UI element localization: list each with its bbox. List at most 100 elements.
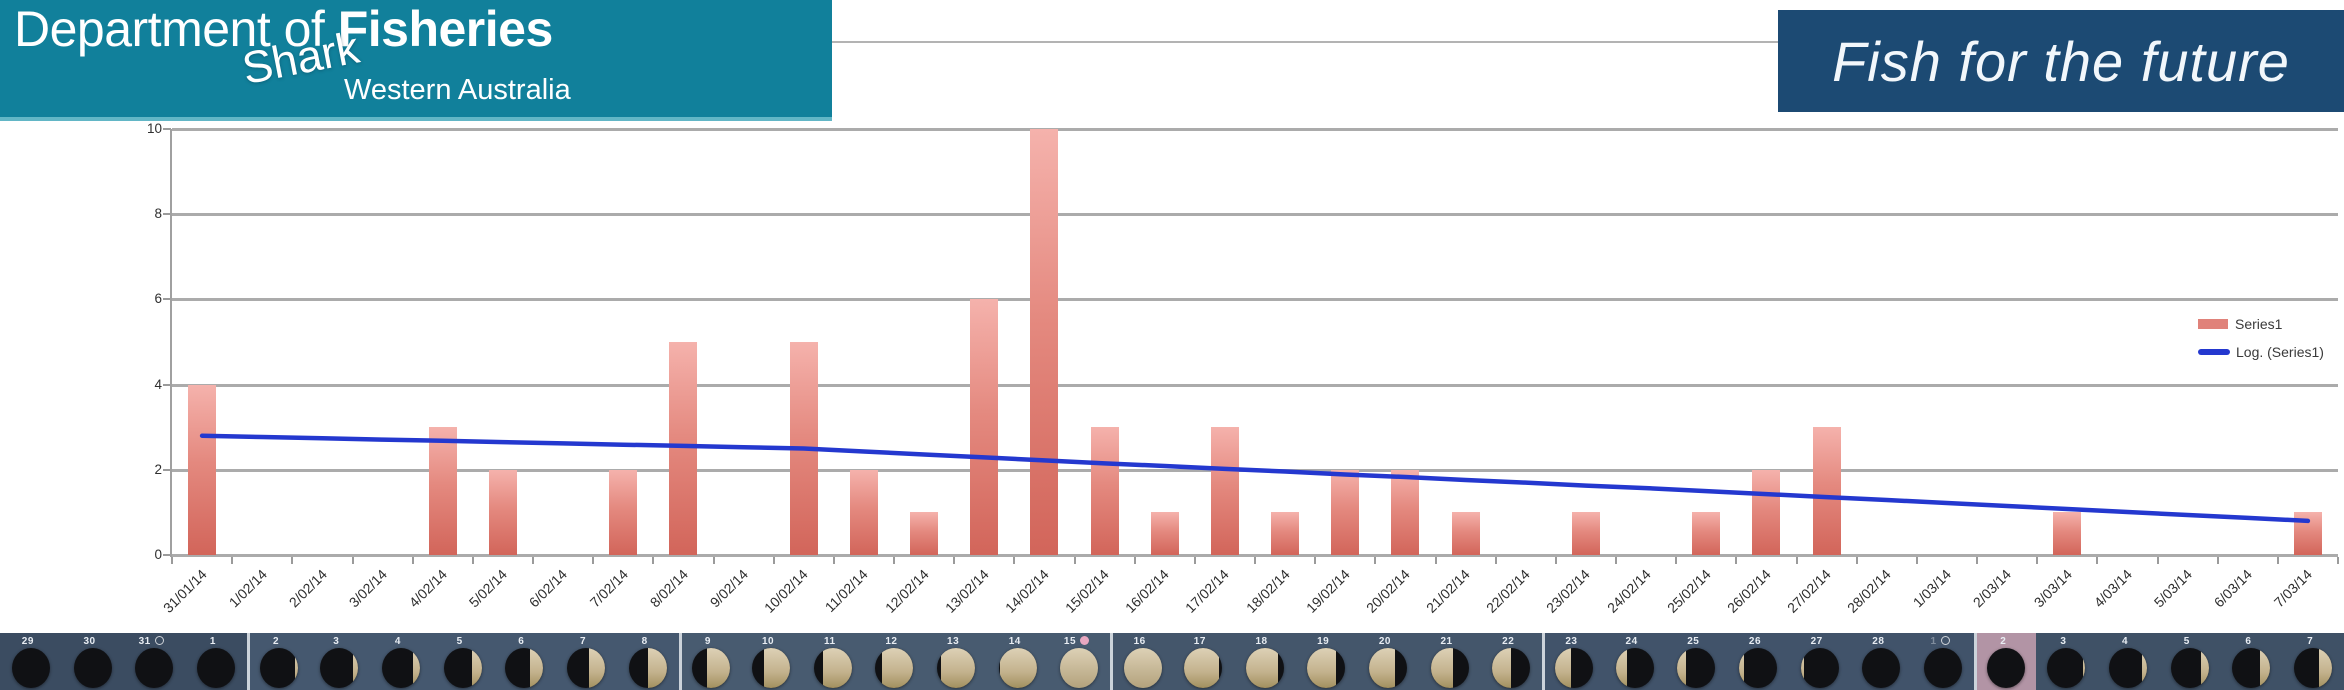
moon-day-label: 4 xyxy=(394,636,401,647)
moon-phase-icon xyxy=(2232,648,2271,688)
moon-panel: 21 xyxy=(1418,633,1481,690)
moon-day-label: 2 xyxy=(273,636,280,647)
moon-phase-icon xyxy=(1307,648,1346,688)
moon-phase-icon xyxy=(1183,648,1222,688)
x-axis-label: 11/02/14 xyxy=(822,566,872,616)
bar-series1 xyxy=(1150,512,1179,555)
moon-panel: 1 xyxy=(1912,633,1974,690)
moon-phase-icon xyxy=(752,648,791,688)
moon-panel: 2 xyxy=(1973,633,2036,690)
bar-series1 xyxy=(1692,512,1721,555)
moon-day-label: 18 xyxy=(1255,636,1268,647)
moon-day-label: 5 xyxy=(456,636,463,647)
moon-day-label: 5 xyxy=(2183,636,2190,647)
moon-phase-icon xyxy=(691,648,730,688)
moon-phase-icon xyxy=(1738,648,1777,688)
x-axis-label: 2/03/14 xyxy=(1970,566,2015,611)
department-title-regular: Department of xyxy=(14,1,338,57)
x-axis-label: 6/02/14 xyxy=(526,566,571,611)
moon-panel: 31 xyxy=(123,633,186,690)
x-axis-label: 14/02/14 xyxy=(1001,566,1052,616)
bar-series1 xyxy=(789,342,818,555)
x-axis-label: 21/02/14 xyxy=(1423,566,1473,616)
x-axis-label: 26/02/14 xyxy=(1723,566,1774,616)
x-axis-label: 15/02/14 xyxy=(1062,566,1112,616)
x-axis-tick xyxy=(2036,557,2039,564)
moon-phase-icon xyxy=(381,648,420,688)
moon-day-label: 31 xyxy=(123,636,179,647)
moon-panel: 9 xyxy=(678,633,741,690)
new-moon-marker-icon xyxy=(1940,636,1950,645)
x-axis-label: 1/03/14 xyxy=(1909,566,1955,611)
x-axis-tick xyxy=(1193,557,1196,564)
department-title: Department of Fisheries xyxy=(14,0,553,58)
bar-series1 xyxy=(970,299,999,555)
moon-phase-icon xyxy=(875,648,914,688)
moon-day-label: 28 xyxy=(1872,636,1885,647)
moon-panel: 1 xyxy=(185,633,247,690)
gridline xyxy=(172,383,2338,387)
moon-panel: 3 xyxy=(2035,633,2098,690)
moon-phase-icon xyxy=(566,648,605,688)
moon-panel: 15 xyxy=(1048,633,1111,690)
chart-top-border xyxy=(832,41,1778,43)
x-axis-label: 5/03/14 xyxy=(2150,566,2195,611)
x-axis-label: 10/02/14 xyxy=(761,566,812,616)
moon-panel: 7 xyxy=(555,633,617,690)
moon-panel: 2 xyxy=(246,633,309,690)
y-axis-label: 8 xyxy=(154,206,162,222)
trendline-path xyxy=(199,433,2311,524)
moon-day-label: 23 xyxy=(1565,636,1578,647)
legend-row-series1: Series1 xyxy=(2198,316,2324,332)
moon-day-label: 1 xyxy=(209,636,216,647)
y-axis-label: 6 xyxy=(154,291,162,307)
moon-phase-icon xyxy=(2170,648,2209,688)
moon-day-label: 3 xyxy=(2060,636,2067,647)
x-axis-tick xyxy=(1133,557,1136,564)
moon-day-label: 9 xyxy=(704,636,711,647)
moon-day-label: 25 xyxy=(1687,636,1700,647)
moon-day-label: 30 xyxy=(83,636,96,647)
bar-series1 xyxy=(1571,512,1600,555)
moon-day-label: 13 xyxy=(947,636,960,647)
x-axis-tick xyxy=(1434,557,1437,564)
y-axis-line xyxy=(170,129,172,557)
legend-row-trend: Log. (Series1) xyxy=(2198,344,2324,360)
moon-day-label: 22 xyxy=(1502,636,1515,647)
bar-series1 xyxy=(428,427,457,555)
slogan-text: Fish for the future xyxy=(1832,29,2290,93)
moon-phase-icon xyxy=(1368,648,1407,688)
moon-day-label: 19 xyxy=(1317,636,1330,647)
y-axis-label: 10 xyxy=(146,121,162,136)
moon-day-label: 12 xyxy=(885,636,898,647)
moon-day-label: 20 xyxy=(1378,636,1391,647)
moon-panel: 4 xyxy=(370,633,432,690)
moon-panel: 5 xyxy=(431,633,494,690)
x-axis-label: 20/02/14 xyxy=(1362,566,1413,616)
x-axis-label: 17/02/14 xyxy=(1182,566,1233,616)
x-axis-tick xyxy=(1073,557,1076,564)
x-axis-tick xyxy=(171,557,173,564)
y-axis-tick xyxy=(163,554,171,556)
bar-series1 xyxy=(1391,469,1420,555)
moon-panel: 13 xyxy=(925,633,987,690)
y-axis-tick xyxy=(163,298,171,301)
x-axis-tick xyxy=(1554,557,1557,564)
moon-phase-icon xyxy=(73,648,112,688)
x-axis-label: 3/02/14 xyxy=(345,566,390,611)
x-axis-tick xyxy=(1314,557,1317,564)
bar-series1 xyxy=(849,469,878,555)
moon-day-label: 10 xyxy=(761,636,775,647)
moon-day-label: 3 xyxy=(333,636,340,647)
chart-legend: Series1 Log. (Series1) xyxy=(2198,316,2324,372)
x-axis-tick xyxy=(2096,557,2099,564)
moon-panel: 12 xyxy=(863,633,926,690)
moon-panel: 27 xyxy=(1788,633,1851,690)
moon-panel: 6 xyxy=(2220,633,2283,690)
fisheries-banner: Department of Fisheries Western Australi… xyxy=(0,0,832,121)
x-axis-tick xyxy=(1855,557,1858,564)
moon-panel: 6 xyxy=(493,633,556,690)
x-axis-label: 25/02/14 xyxy=(1663,566,1714,616)
moon-phase-icon xyxy=(505,648,544,688)
